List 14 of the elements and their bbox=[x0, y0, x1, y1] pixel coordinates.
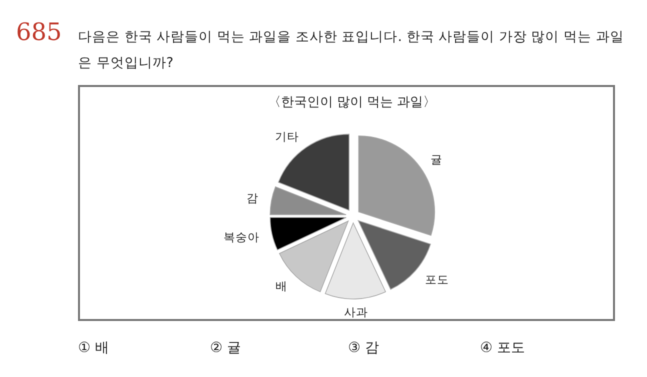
text: ② 귤 bbox=[210, 339, 242, 357]
slice-label: 복숭아 bbox=[223, 230, 260, 244]
slice-label: 배 bbox=[275, 278, 288, 293]
text: ③ 감 bbox=[348, 339, 380, 357]
text: 다음은 한국 사람들이 먹는 과일을 조사한 표입니다. 한국 사람들이 가장 많이 먹는 과일은 무엇입니까? bbox=[78, 28, 625, 73]
slice-label: 감 bbox=[246, 191, 259, 206]
text: ④ 포도 bbox=[480, 339, 526, 357]
text: 685 bbox=[16, 18, 62, 46]
chart-title: 〈한국인이 많이 먹는 과일〉 bbox=[268, 95, 436, 110]
slice-label: 사과 bbox=[344, 304, 368, 319]
slice-label: 포도 bbox=[425, 272, 450, 286]
text: ① 배 bbox=[78, 339, 110, 357]
slice-label: 기타 bbox=[275, 130, 300, 144]
slice-label: 귤 bbox=[430, 152, 443, 167]
